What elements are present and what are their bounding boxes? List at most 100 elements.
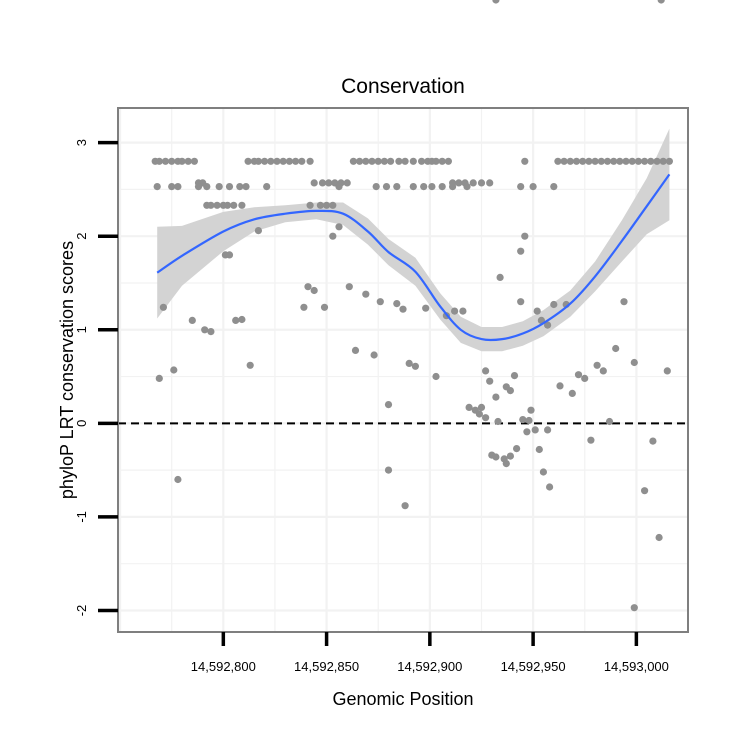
data-point (382, 183, 391, 191)
data-point (574, 371, 583, 379)
data-point (174, 475, 182, 484)
data-point (653, 157, 661, 165)
panel-border (117, 107, 689, 633)
data-point (155, 157, 163, 165)
data-point (510, 372, 519, 380)
points-layer (151, 0, 674, 612)
data-point (432, 157, 440, 165)
data-point (370, 351, 378, 359)
data-point (603, 157, 612, 165)
x-tick-label: 14,592,850 (294, 659, 359, 674)
data-point (544, 321, 552, 329)
y-tick-label: 3 (74, 139, 89, 146)
data-point (273, 157, 281, 165)
data-point (550, 300, 558, 309)
data-point (238, 201, 246, 209)
data-point (657, 0, 665, 4)
data-point (292, 157, 300, 165)
data-point (329, 201, 337, 209)
data-point (351, 346, 360, 354)
data-point (527, 406, 535, 414)
data-point (494, 417, 502, 426)
data-point (641, 487, 649, 495)
data-point (517, 183, 525, 191)
data-point (610, 157, 618, 165)
data-point (213, 201, 221, 209)
data-point (159, 303, 167, 311)
data-point (238, 315, 246, 324)
data-point (475, 410, 483, 418)
data-point (438, 183, 446, 191)
data-point (207, 328, 215, 336)
data-point (622, 157, 630, 165)
data-point (223, 201, 232, 209)
data-point (628, 157, 636, 165)
data-point (521, 232, 529, 240)
data-point (539, 468, 548, 476)
data-point (455, 179, 463, 187)
data-point (422, 304, 430, 312)
data-point (401, 502, 409, 510)
data-point (492, 0, 500, 4)
data-point (554, 157, 562, 165)
data-point (405, 359, 413, 367)
data-point (374, 157, 382, 165)
data-point (477, 403, 486, 411)
data-point (579, 157, 587, 165)
y-tick-label: 1 (74, 326, 89, 333)
y-axis: -2 -1 0 1 2 3 (74, 139, 118, 616)
x-axis-title: Genomic Position (332, 689, 473, 709)
data-point (320, 303, 329, 311)
data-point (372, 183, 380, 191)
data-point (306, 201, 314, 209)
data-point (387, 157, 395, 165)
y-axis-title: phyloP LRT conservation scores (57, 241, 77, 499)
data-point (409, 183, 417, 191)
data-point (659, 157, 667, 165)
data-point (244, 157, 252, 165)
data-point (519, 416, 527, 424)
data-point (242, 183, 250, 191)
data-point (463, 183, 471, 191)
data-point (401, 157, 409, 165)
data-point (384, 466, 393, 474)
x-axis: 14,592,800 14,592,850 14,592,900 14,592,950… (191, 632, 669, 674)
data-point (306, 157, 314, 165)
data-point (438, 157, 446, 165)
data-point (587, 436, 595, 444)
data-point (298, 157, 306, 165)
data-point (393, 183, 401, 191)
data-point (513, 445, 521, 453)
data-point (529, 183, 537, 191)
data-point (279, 157, 287, 165)
y-tick-label: -2 (74, 605, 89, 617)
data-point (492, 453, 500, 461)
data-point (267, 157, 275, 165)
data-point (254, 227, 262, 235)
data-point (593, 361, 601, 369)
data-point (517, 247, 525, 255)
grid (118, 108, 688, 632)
data-point (572, 157, 581, 165)
loess-smooth-line (156, 173, 671, 342)
y-tick-label: -1 (74, 511, 89, 523)
data-point (168, 157, 176, 165)
data-point (310, 179, 318, 187)
data-point (535, 445, 543, 454)
data-point (616, 157, 624, 165)
data-point (451, 307, 459, 315)
data-point (502, 460, 510, 468)
data-point (409, 157, 417, 165)
data-point (533, 307, 541, 315)
data-point (482, 414, 490, 422)
data-point (246, 361, 254, 369)
data-point (612, 344, 620, 353)
data-point (630, 604, 638, 612)
data-point (649, 437, 657, 445)
data-point (605, 417, 614, 426)
data-point (203, 183, 211, 191)
data-point (585, 157, 593, 165)
smooth-layer (156, 173, 671, 342)
data-point (506, 387, 514, 395)
